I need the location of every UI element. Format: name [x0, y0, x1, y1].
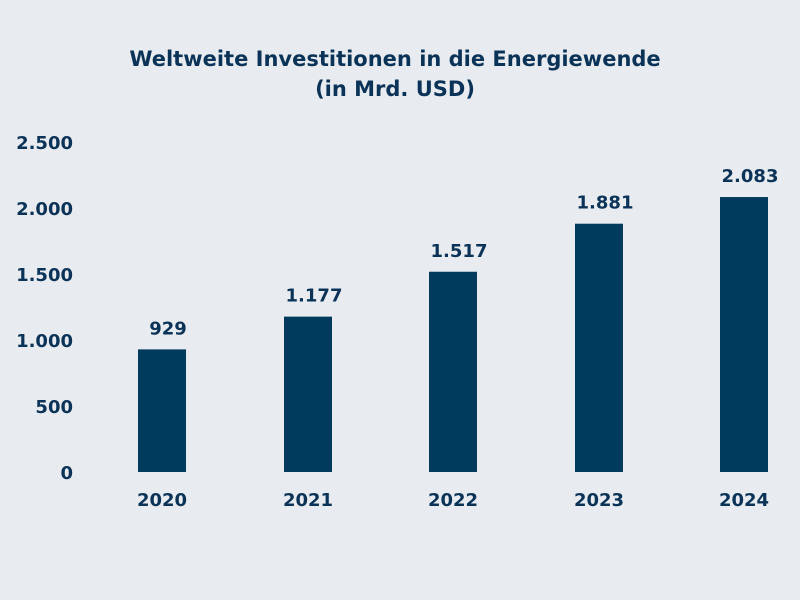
y-tick-label: 2.000 — [16, 199, 73, 220]
y-tick-label: 1.000 — [16, 331, 73, 352]
y-tick-label: 500 — [35, 397, 73, 418]
data-label: 2.083 — [722, 166, 779, 187]
x-tick-label: 2022 — [428, 490, 478, 511]
bar-2023 — [575, 223, 623, 472]
x-tick-label: 2023 — [574, 490, 624, 511]
y-tick-label: 1.500 — [16, 265, 73, 286]
chart-subtitle: (in Mrd. USD) — [315, 77, 475, 101]
y-axis: 0 500 1.000 1.500 2.000 2.500 — [16, 133, 73, 484]
data-label: 929 — [149, 318, 187, 339]
chart-title: Weltweite Investitionen in die Energiewe… — [129, 47, 660, 71]
bar-2022 — [429, 271, 477, 472]
y-tick-label: 2.500 — [16, 133, 73, 154]
bars: 929 2020 1.177 2021 1.517 2022 1.881 2023 2.083 2… — [137, 166, 779, 511]
x-tick-label: 2021 — [283, 490, 333, 511]
bar-2020 — [138, 349, 186, 472]
bar-2024 — [720, 197, 768, 472]
bar-2021 — [284, 316, 332, 472]
data-label: 1.517 — [431, 241, 488, 262]
x-tick-label: 2020 — [137, 490, 187, 511]
y-tick-label: 0 — [60, 463, 73, 484]
x-tick-label: 2024 — [719, 490, 769, 511]
data-label: 1.881 — [577, 193, 634, 214]
data-label: 1.177 — [286, 286, 343, 307]
